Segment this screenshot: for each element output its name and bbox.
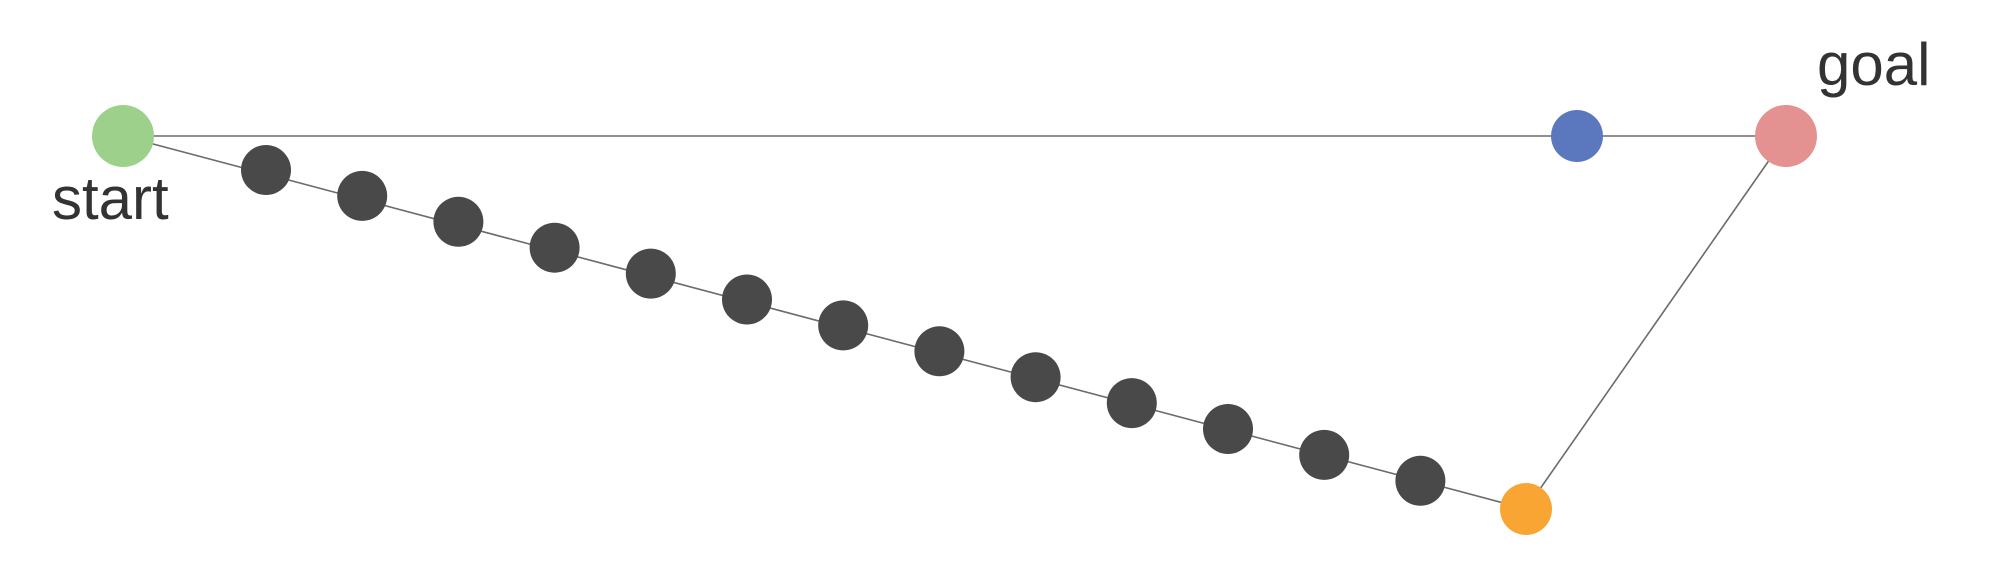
chain-node	[1203, 404, 1253, 454]
chain-node	[337, 170, 388, 221]
chain-node	[914, 326, 965, 377]
chain-node	[1299, 429, 1350, 480]
chain-node	[1010, 352, 1061, 403]
chain-nodes-group	[241, 145, 1446, 506]
chain-node	[722, 274, 772, 325]
start-node	[92, 105, 154, 167]
chain-node	[433, 196, 484, 247]
chain-node	[1395, 455, 1446, 506]
chain-node	[241, 145, 291, 195]
chain-node	[625, 248, 676, 299]
start-label: start	[52, 165, 169, 232]
chain-node	[1106, 378, 1157, 429]
direct-waypoint-node	[1551, 110, 1603, 162]
detour-return-edge	[1525, 135, 1787, 510]
chain-node	[529, 222, 580, 273]
goal-label: goal	[1817, 31, 1930, 98]
detour-turn-node	[1500, 483, 1552, 535]
chain-node	[818, 300, 869, 351]
goal-node	[1755, 105, 1817, 167]
